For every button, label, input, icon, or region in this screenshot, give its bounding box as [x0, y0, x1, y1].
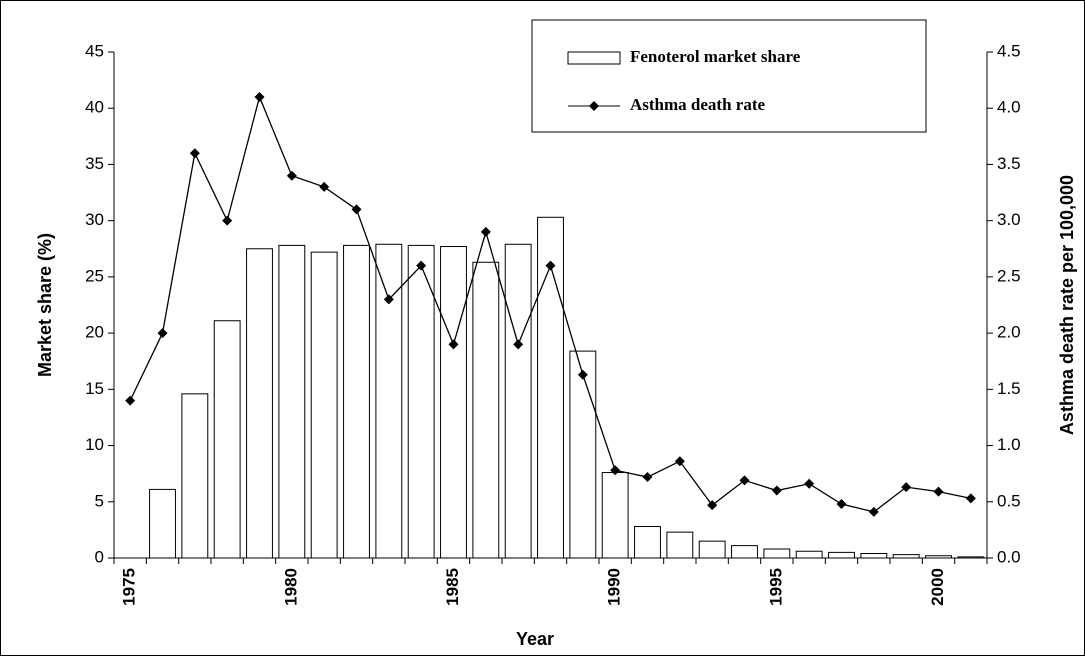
legend-label: Fenoterol market share: [630, 47, 801, 66]
y2-tick-label: 0.5: [997, 491, 1021, 510]
y-tick-label: 10: [85, 435, 104, 454]
y-tick-label: 5: [95, 491, 104, 510]
bar: [213, 320, 241, 559]
marker: [513, 339, 524, 350]
marker: [286, 170, 297, 181]
marker: [545, 260, 556, 271]
marker: [771, 485, 782, 496]
bar: [957, 556, 985, 559]
legend-swatch: [567, 51, 621, 65]
marker: [125, 395, 136, 406]
x-tick-label: 1990: [605, 568, 624, 606]
marker: [739, 475, 750, 486]
marker: [674, 456, 685, 467]
x-tick-label: 1985: [443, 568, 462, 606]
marker: [189, 148, 200, 159]
y2-tick-label: 1.0: [997, 435, 1021, 454]
bar: [569, 350, 597, 559]
marker: [901, 482, 912, 493]
bar: [666, 531, 694, 559]
x-axis-title: Year: [516, 629, 554, 649]
x-tick-label: 1995: [766, 568, 785, 606]
x-tick-label: 2000: [928, 568, 947, 606]
marker: [383, 294, 394, 305]
marker: [836, 499, 847, 510]
bar: [472, 261, 500, 559]
bar: [925, 555, 952, 559]
bar: [278, 244, 306, 559]
y2-tick-label: 3.0: [997, 210, 1021, 229]
bar: [795, 550, 823, 559]
y-tick-label: 35: [85, 154, 104, 173]
legend-box: [531, 19, 927, 133]
bar: [407, 244, 435, 559]
y2-tick-label: 3.5: [997, 154, 1021, 173]
bar: [181, 393, 209, 559]
marker: [416, 260, 427, 271]
bar: [375, 243, 403, 559]
bar: [537, 216, 564, 559]
bar: [634, 526, 661, 559]
marker: [222, 215, 233, 226]
y2-tick-label: 4.5: [997, 41, 1021, 60]
marker: [933, 486, 944, 497]
bar: [310, 251, 338, 559]
bar: [731, 545, 758, 559]
marker: [642, 472, 653, 483]
bar: [860, 553, 888, 559]
y-tick-label: 30: [85, 210, 104, 229]
marker: [351, 204, 362, 215]
x-tick-label: 1980: [281, 568, 300, 606]
marker: [254, 91, 265, 102]
bar: [828, 551, 855, 559]
y-tick-label: 15: [85, 379, 104, 398]
marker: [480, 226, 491, 237]
bar: [763, 548, 791, 559]
y2-tick-label: 2.5: [997, 266, 1021, 285]
marker: [319, 181, 330, 192]
bar: [504, 243, 532, 559]
marker: [804, 478, 815, 489]
marker: [157, 328, 168, 339]
legend-marker: [589, 101, 599, 111]
bar: [440, 246, 467, 559]
y2-tick-label: 2.0: [997, 323, 1021, 342]
bar: [246, 248, 273, 559]
bar: [149, 488, 176, 559]
bar: [892, 554, 920, 559]
marker: [577, 369, 588, 380]
y-tick-label: 25: [85, 266, 104, 285]
legend-label: Asthma death rate: [630, 95, 765, 114]
marker: [965, 493, 976, 504]
marker: [868, 506, 879, 517]
y-tick-label: 20: [85, 323, 104, 342]
y-axis-title: Market share (%): [35, 233, 55, 377]
marker: [610, 465, 621, 476]
marker: [448, 339, 459, 350]
y2-tick-label: 1.5: [997, 379, 1021, 398]
x-tick-label: 1975: [120, 568, 139, 606]
y2-tick-label: 0.0: [997, 547, 1021, 566]
y-tick-label: 40: [85, 98, 104, 117]
bar: [343, 244, 370, 559]
y2-tick-label: 4.0: [997, 98, 1021, 117]
bar: [601, 472, 629, 559]
y-tick-label: 0: [95, 547, 104, 566]
y-tick-label: 45: [85, 41, 104, 60]
bar: [698, 540, 726, 559]
y2-axis-title: Asthma death rate per 100,000: [1057, 175, 1077, 435]
marker: [707, 500, 718, 511]
